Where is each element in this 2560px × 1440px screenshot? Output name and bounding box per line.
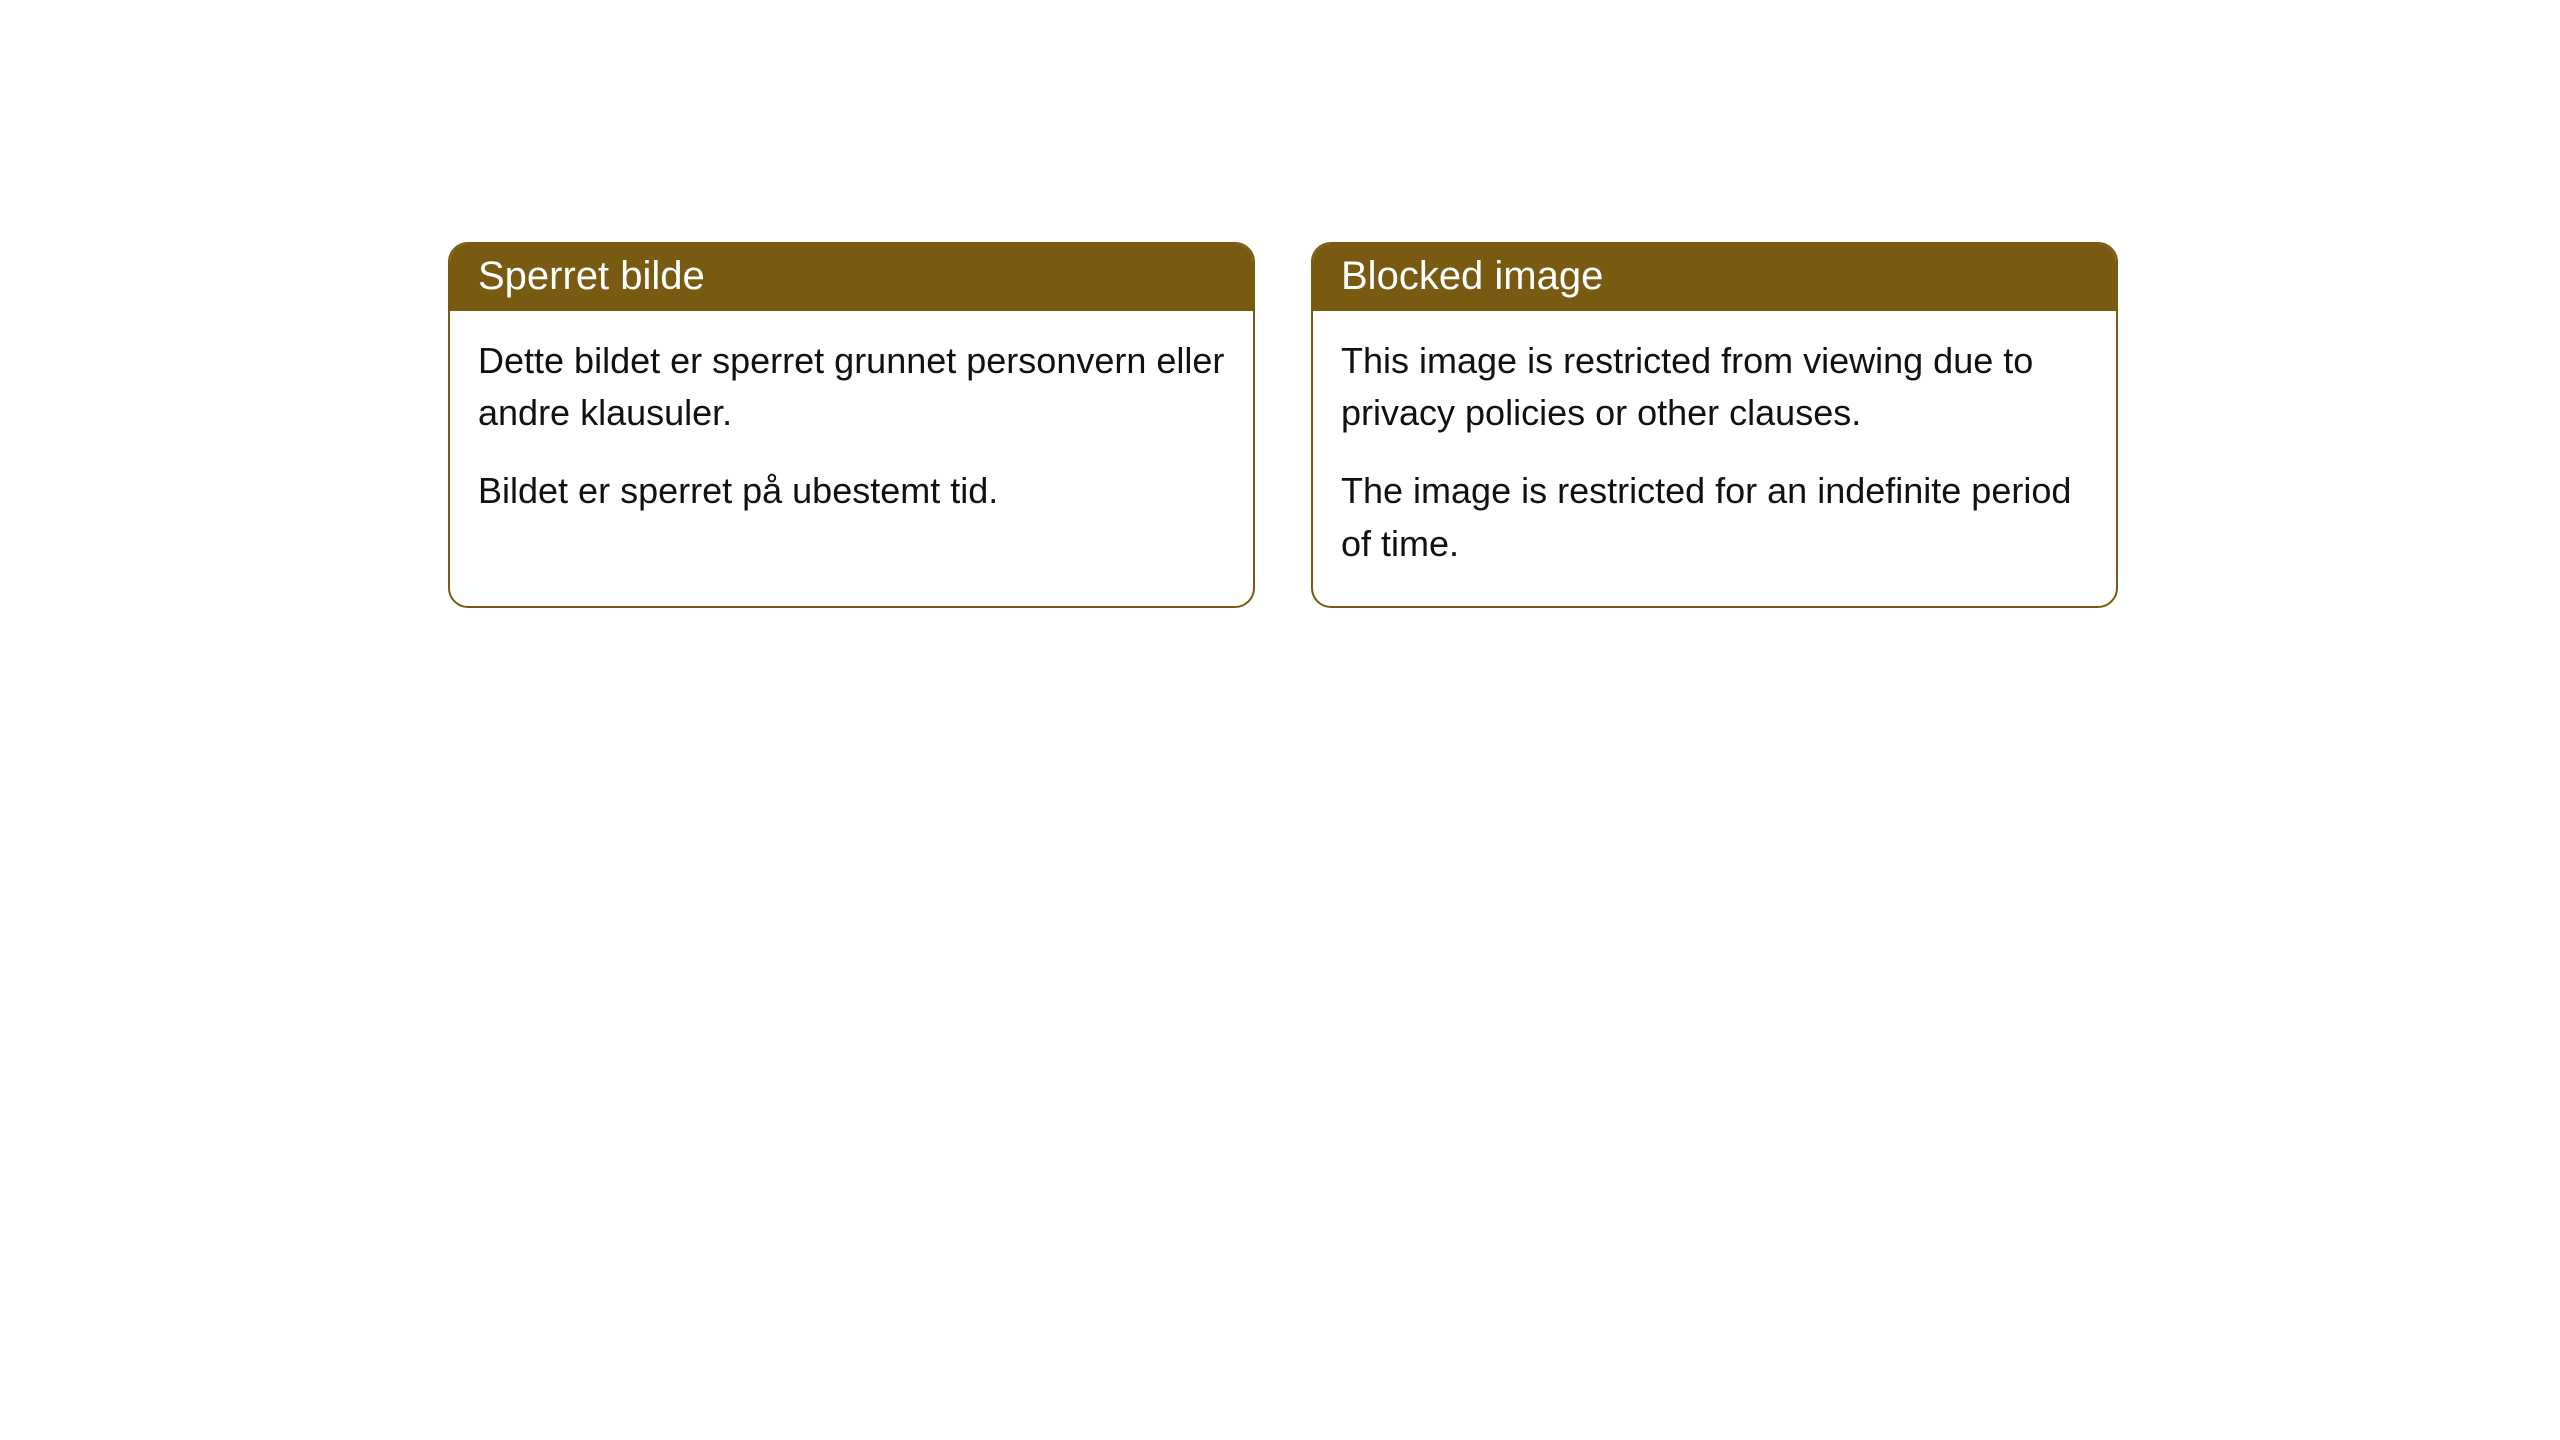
card-paragraph: Dette bildet er sperret grunnet personve… bbox=[478, 335, 1225, 439]
card-header: Sperret bilde bbox=[450, 244, 1253, 311]
card-paragraph: This image is restricted from viewing du… bbox=[1341, 335, 2088, 439]
notice-cards-container: Sperret bilde Dette bildet er sperret gr… bbox=[448, 242, 2118, 608]
card-paragraph: The image is restricted for an indefinit… bbox=[1341, 465, 2088, 569]
card-body: This image is restricted from viewing du… bbox=[1313, 311, 2116, 606]
notice-card-english: Blocked image This image is restricted f… bbox=[1311, 242, 2118, 608]
card-header: Blocked image bbox=[1313, 244, 2116, 311]
card-body: Dette bildet er sperret grunnet personve… bbox=[450, 311, 1253, 554]
card-paragraph: Bildet er sperret på ubestemt tid. bbox=[478, 465, 1225, 517]
notice-card-norwegian: Sperret bilde Dette bildet er sperret gr… bbox=[448, 242, 1255, 608]
